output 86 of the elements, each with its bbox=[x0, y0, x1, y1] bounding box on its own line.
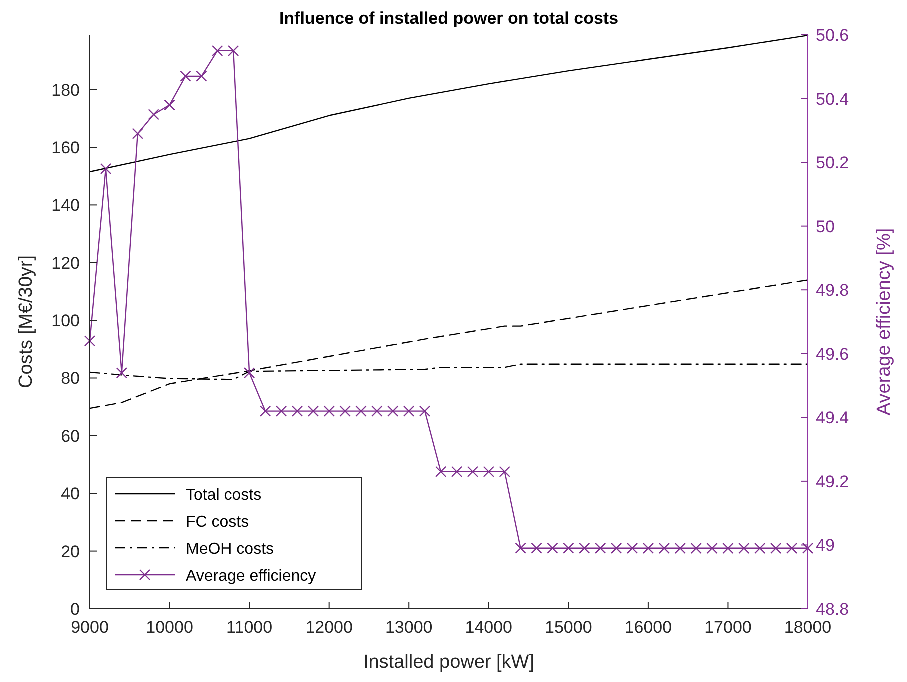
point bbox=[770, 542, 782, 554]
point bbox=[356, 406, 367, 417]
point bbox=[499, 466, 510, 478]
legend-label: MeOH costs bbox=[186, 541, 274, 558]
y-tick-label: 180 bbox=[52, 80, 80, 100]
point bbox=[563, 542, 574, 554]
legend-label: Average efficiency bbox=[186, 568, 316, 585]
point bbox=[515, 542, 526, 554]
point bbox=[308, 406, 319, 417]
chart-title: Influence of installed power on total costs bbox=[279, 9, 619, 28]
point bbox=[626, 542, 638, 554]
y-tick-label: 160 bbox=[52, 138, 80, 158]
point bbox=[594, 542, 606, 554]
y2-tick-label: 50 bbox=[816, 217, 835, 236]
point bbox=[180, 70, 192, 82]
x-tick-label: 18000 bbox=[784, 618, 832, 637]
point bbox=[404, 406, 415, 417]
y2-axis-title: Average efficiency [%] bbox=[874, 228, 895, 416]
point bbox=[244, 367, 256, 379]
point bbox=[148, 109, 160, 120]
point bbox=[786, 542, 798, 554]
point bbox=[722, 542, 734, 554]
x-tick-label: 11000 bbox=[226, 618, 273, 637]
y-axis-title: Costs [M€/30yr] bbox=[16, 255, 37, 389]
x-tick-label: 10000 bbox=[146, 618, 194, 637]
point bbox=[547, 542, 558, 554]
point bbox=[658, 542, 670, 554]
y-tick-label: 80 bbox=[61, 369, 80, 388]
point bbox=[276, 406, 288, 417]
y-tick-label: 0 bbox=[70, 600, 80, 619]
y-tick-label: 140 bbox=[52, 196, 80, 216]
point bbox=[164, 100, 176, 111]
point bbox=[451, 466, 463, 478]
x-tick-label: 16000 bbox=[624, 618, 672, 637]
y2-tick-label: 48.8 bbox=[816, 600, 850, 619]
y2-tick-label: 49.2 bbox=[816, 472, 850, 492]
point bbox=[579, 542, 590, 554]
point bbox=[116, 367, 128, 379]
point bbox=[324, 406, 335, 417]
y-tick-label: 100 bbox=[52, 312, 80, 331]
x-tick-label: 17000 bbox=[704, 618, 752, 637]
y2-tick-label: 49.8 bbox=[816, 281, 850, 300]
point bbox=[754, 542, 766, 554]
x-tick-label: 9000 bbox=[71, 618, 109, 637]
point bbox=[372, 406, 383, 417]
point bbox=[212, 45, 224, 57]
y-tick-label: 20 bbox=[61, 542, 80, 562]
point bbox=[419, 406, 431, 417]
point bbox=[674, 542, 686, 554]
line-series bbox=[89, 34, 809, 173]
x-tick-label: 12000 bbox=[306, 618, 353, 637]
point bbox=[435, 466, 447, 478]
point bbox=[340, 406, 351, 417]
x-tick-label: 14000 bbox=[465, 618, 513, 637]
point bbox=[802, 542, 814, 554]
y-tick-label: 60 bbox=[61, 426, 80, 446]
point bbox=[483, 466, 494, 478]
point bbox=[706, 542, 718, 554]
point bbox=[738, 542, 750, 554]
point bbox=[467, 466, 479, 478]
point bbox=[690, 542, 702, 554]
legend-label: FC costs bbox=[186, 514, 250, 531]
y-tick-label: 120 bbox=[52, 254, 80, 273]
y2-tick-label: 49 bbox=[816, 536, 835, 556]
point bbox=[610, 542, 622, 554]
point bbox=[132, 128, 144, 140]
point bbox=[531, 542, 542, 554]
y-tick-label: 40 bbox=[61, 484, 80, 504]
line-series bbox=[89, 280, 809, 410]
point bbox=[292, 406, 304, 417]
x-tick-label: 13000 bbox=[385, 618, 433, 637]
x-tick-label: 15000 bbox=[545, 618, 592, 637]
point bbox=[642, 542, 654, 554]
point bbox=[388, 406, 399, 417]
y2-tick-label: 50.6 bbox=[816, 26, 850, 45]
y2-tick-label: 49.6 bbox=[816, 344, 850, 364]
point bbox=[84, 336, 96, 347]
legend-label: Total costs bbox=[186, 487, 262, 504]
point bbox=[100, 163, 112, 175]
point bbox=[196, 70, 208, 82]
point bbox=[228, 45, 240, 57]
point bbox=[260, 406, 272, 417]
y2-tick-label: 50.4 bbox=[816, 90, 850, 109]
y2-tick-label: 49.4 bbox=[816, 408, 850, 428]
x-axis-title: Installed power [kW] bbox=[363, 652, 535, 673]
y2-tick-label: 50.2 bbox=[816, 154, 850, 173]
